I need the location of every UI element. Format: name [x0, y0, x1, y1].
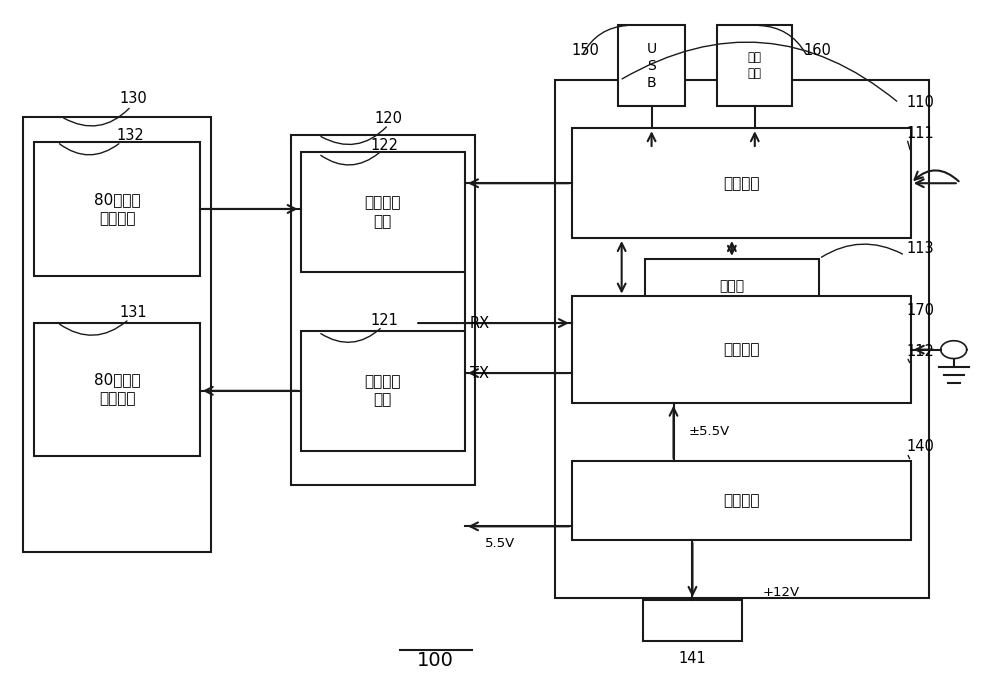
Bar — [645, 259, 819, 313]
Text: 5.5V: 5.5V — [485, 537, 515, 550]
Text: ±5.5V: ±5.5V — [688, 426, 730, 438]
Bar — [291, 135, 475, 485]
Bar — [618, 25, 685, 106]
Text: TX: TX — [470, 366, 489, 380]
Text: +12V: +12V — [762, 586, 799, 599]
Text: 发射开关
阵列: 发射开关 阵列 — [365, 374, 401, 408]
Text: 处理单元: 处理单元 — [723, 176, 760, 191]
Text: 80路接收
天线阵列: 80路接收 天线阵列 — [94, 192, 140, 226]
Text: 100: 100 — [417, 650, 454, 670]
Text: 111: 111 — [907, 125, 935, 141]
Text: 140: 140 — [907, 439, 935, 453]
Text: 141: 141 — [679, 651, 706, 666]
Text: 存储器: 存储器 — [719, 279, 744, 294]
Text: 130: 130 — [119, 92, 147, 106]
Text: 收发单元: 收发单元 — [723, 342, 760, 357]
Bar — [643, 600, 742, 641]
Bar — [301, 152, 465, 272]
Text: 160: 160 — [803, 43, 831, 59]
Text: 121: 121 — [370, 313, 398, 328]
Text: 170: 170 — [907, 302, 935, 318]
Bar — [301, 331, 465, 451]
Text: U
S
B: U S B — [647, 41, 657, 90]
Text: 80路发射
天线阵列: 80路发射 天线阵列 — [94, 373, 140, 407]
Text: 110: 110 — [907, 96, 935, 110]
Bar — [23, 116, 211, 553]
Bar — [555, 81, 929, 599]
Text: 网络
接口: 网络 接口 — [748, 52, 762, 81]
Bar — [572, 461, 911, 540]
Text: 120: 120 — [374, 110, 402, 125]
Text: 150: 150 — [572, 43, 600, 59]
Text: RX: RX — [470, 316, 490, 331]
Text: 113: 113 — [907, 241, 934, 256]
Text: 电源模块: 电源模块 — [723, 493, 760, 508]
Text: 131: 131 — [119, 305, 147, 320]
Bar — [572, 296, 911, 403]
Text: 接收开关
阵列: 接收开关 阵列 — [365, 196, 401, 229]
Bar — [34, 322, 200, 456]
Text: 132: 132 — [116, 128, 144, 143]
Bar — [34, 142, 200, 276]
Bar — [572, 128, 911, 238]
Text: 112: 112 — [907, 344, 935, 359]
Bar — [717, 25, 792, 106]
Text: 122: 122 — [370, 138, 398, 153]
